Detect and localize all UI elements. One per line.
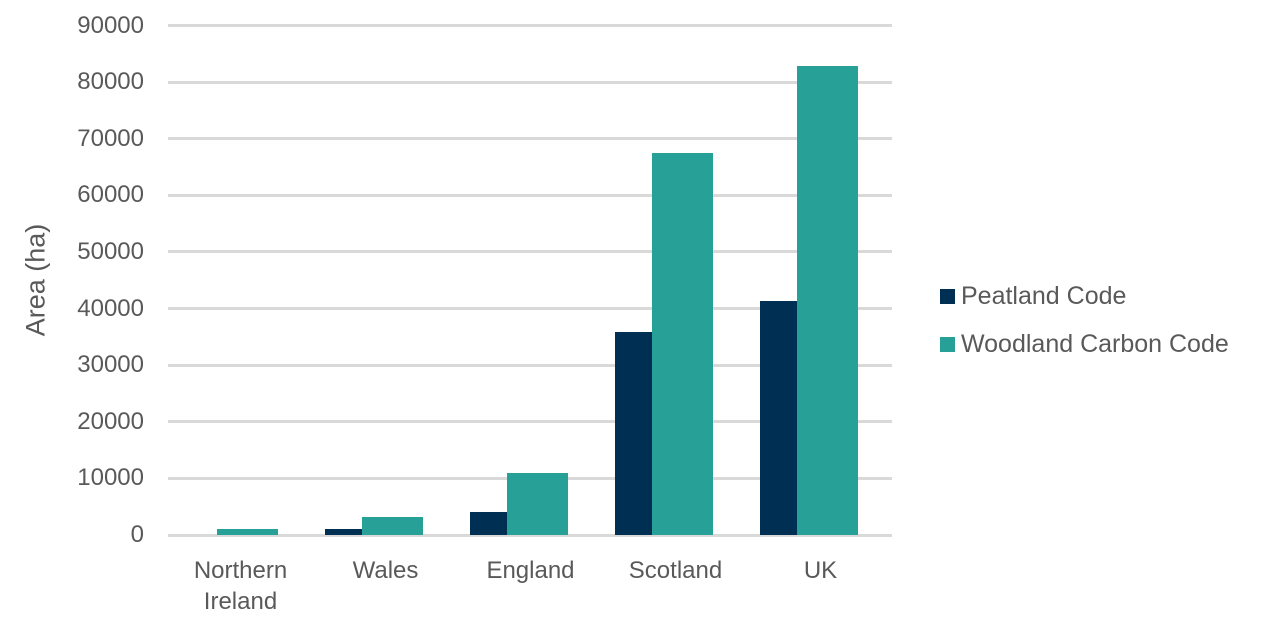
bar-woodland-carbon-code	[651, 152, 713, 535]
bar-woodland-carbon-code	[506, 473, 568, 535]
legend-swatch-icon	[940, 288, 955, 304]
bar-woodland-carbon-code	[361, 517, 423, 535]
y-tick-label: 70000	[77, 124, 144, 152]
bar-peatland-code	[759, 301, 797, 535]
bar-peatland-code	[324, 528, 362, 535]
x-category-label: Northern Ireland	[193, 557, 288, 615]
y-tick-label: 80000	[77, 68, 144, 96]
x-category-label: Wales	[352, 557, 419, 584]
legend-swatch-icon	[940, 336, 955, 352]
y-tick-label: 30000	[77, 351, 144, 379]
gridline	[168, 137, 892, 141]
gridline	[168, 363, 892, 367]
bar-peatland-code	[614, 332, 652, 535]
x-category-label: Scotland	[628, 557, 723, 584]
bar-peatland-code	[469, 512, 507, 535]
y-tick-label: 90000	[77, 11, 144, 39]
legend-label: Peatland Code	[961, 281, 1127, 310]
gridline	[168, 307, 892, 311]
x-category-label: UK	[803, 557, 838, 584]
gridline	[168, 250, 892, 254]
y-tick-label: 10000	[77, 464, 144, 492]
bar-woodland-carbon-code	[216, 529, 278, 535]
legend-item: Woodland Carbon Code	[940, 320, 1229, 368]
y-tick-label: 0	[130, 521, 144, 548]
gridline	[168, 420, 892, 424]
y-tick-label: 20000	[77, 407, 144, 435]
legend: Peatland Code Woodland Carbon Code	[940, 272, 1229, 368]
y-tick-label: 60000	[77, 181, 144, 209]
gridline	[168, 24, 892, 27]
y-axis-label: Area (ha)	[20, 223, 51, 337]
gridline	[168, 193, 892, 197]
bar-woodland-carbon-code	[796, 66, 858, 535]
gridline	[168, 533, 892, 537]
y-tick-label: 40000	[77, 294, 144, 322]
x-category-label: England	[486, 557, 575, 584]
gridline	[168, 80, 892, 84]
y-tick-label: 50000	[77, 237, 144, 265]
legend-item: Peatland Code	[940, 272, 1229, 320]
legend-label: Woodland Carbon Code	[961, 329, 1229, 358]
